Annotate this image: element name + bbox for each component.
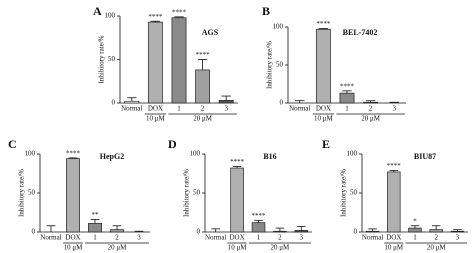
- x-tick-label: DOX: [230, 234, 245, 242]
- y-tick-label: 50: [108, 55, 116, 63]
- y-tick-label: 0: [32, 228, 36, 236]
- y-axis-label: Inhibitory rate/%: [266, 41, 274, 89]
- group-label: 10 μM: [228, 244, 248, 252]
- x-tick-label: 2: [278, 234, 282, 242]
- y-tick-label: 50: [28, 189, 36, 197]
- significance-label: **: [92, 211, 100, 219]
- y-tick-label: 50: [350, 189, 358, 197]
- x-tick-label: Normal: [40, 234, 61, 242]
- group-label: 20 μM: [271, 244, 291, 252]
- panel-letter: C: [8, 137, 17, 151]
- x-tick-label: 2: [115, 234, 119, 242]
- bar: [66, 158, 80, 233]
- x-tick-label: 3: [137, 234, 141, 242]
- y-tick-label: 100: [25, 150, 36, 158]
- y-tick-label: 0: [280, 99, 284, 107]
- significance-label: ****: [340, 82, 355, 90]
- bar: [251, 222, 266, 233]
- x-tick-label: 1: [345, 105, 349, 113]
- bar: [339, 92, 355, 104]
- x-tick-label: 2: [434, 234, 438, 242]
- bar: [88, 223, 102, 233]
- significance-label: ****: [66, 150, 81, 158]
- bar: [218, 100, 234, 104]
- panel-letter: B: [262, 4, 270, 18]
- x-tick-label: 3: [392, 105, 396, 113]
- bar: [429, 229, 443, 233]
- x-tick-label: 3: [300, 234, 304, 242]
- group-label: 10 μM: [384, 244, 404, 252]
- significance-label: ****: [148, 13, 163, 21]
- y-tick-label: 100: [190, 150, 201, 158]
- y-tick-label: 50: [193, 189, 201, 197]
- y-tick-label: 0: [354, 228, 358, 236]
- group-label: 20 μM: [108, 244, 128, 252]
- bar: [110, 229, 124, 233]
- x-tick-label: Normal: [362, 234, 383, 242]
- bar: [387, 171, 401, 233]
- significance-label: ****: [387, 162, 402, 170]
- significance-label: ****: [172, 8, 187, 16]
- significance-label: ****: [252, 212, 267, 220]
- chart-title: HepG2: [100, 152, 124, 161]
- chart-title: B16: [263, 152, 276, 161]
- group-label: 20 μM: [427, 244, 447, 252]
- x-tick-label: 1: [177, 105, 181, 113]
- bar: [450, 230, 465, 233]
- x-tick-label: 3: [224, 105, 228, 113]
- significance-label: ****: [196, 51, 211, 59]
- bar: [124, 100, 140, 104]
- group-label: 20 μM: [361, 115, 381, 123]
- y-tick-label: 100: [347, 150, 358, 158]
- x-tick-label: DOX: [316, 105, 331, 113]
- bar: [294, 230, 309, 233]
- x-tick-label: DOX: [386, 234, 401, 242]
- bar: [195, 69, 211, 104]
- group-label: 10 μM: [314, 115, 334, 123]
- x-tick-label: Normal: [121, 105, 142, 113]
- y-tick-label: 100: [105, 12, 116, 20]
- chart-title: BEL-7402: [343, 28, 378, 37]
- x-tick-label: 2: [201, 105, 205, 113]
- panel-letter: A: [93, 4, 102, 18]
- y-tick-label: 50: [276, 61, 284, 69]
- bar: [171, 17, 187, 104]
- significance-label: ****: [316, 20, 331, 28]
- group-label: 10 μM: [64, 244, 84, 252]
- y-axis-label: Inhibitory rate/%: [183, 169, 191, 217]
- bar: [273, 230, 287, 233]
- y-tick-label: 0: [197, 228, 201, 236]
- bar: [315, 28, 331, 104]
- x-tick-label: 1: [257, 234, 261, 242]
- y-axis-label: Inhibitory rate/%: [340, 169, 348, 217]
- y-axis-label: Inhibitory rate/%: [18, 169, 26, 217]
- x-tick-label: Normal: [205, 234, 226, 242]
- panel-letter: E: [322, 137, 330, 151]
- x-tick-label: 1: [413, 234, 417, 242]
- y-tick-label: 100: [273, 23, 284, 31]
- x-tick-label: 3: [456, 234, 460, 242]
- y-tick-label: 0: [112, 99, 116, 107]
- bar: [363, 101, 379, 104]
- bar: [147, 21, 163, 104]
- x-tick-label: 1: [93, 234, 97, 242]
- panel-letter: D: [168, 137, 177, 151]
- chart-title: BIU87: [414, 152, 436, 161]
- y-axis-label: Inhibitory rate/%: [98, 35, 106, 83]
- bar: [230, 167, 244, 233]
- x-tick-label: DOX: [65, 234, 80, 242]
- x-tick-label: DOX: [148, 105, 163, 113]
- x-tick-label: Normal: [289, 105, 310, 113]
- bar: [408, 227, 422, 233]
- group-label: 20 μM: [193, 115, 213, 123]
- chart-title: AGS: [202, 28, 219, 37]
- x-tick-label: 2: [369, 105, 373, 113]
- group-label: 10 μM: [146, 115, 166, 123]
- bar: [365, 230, 380, 233]
- significance-label: *: [413, 217, 417, 225]
- significance-label: ****: [230, 158, 245, 166]
